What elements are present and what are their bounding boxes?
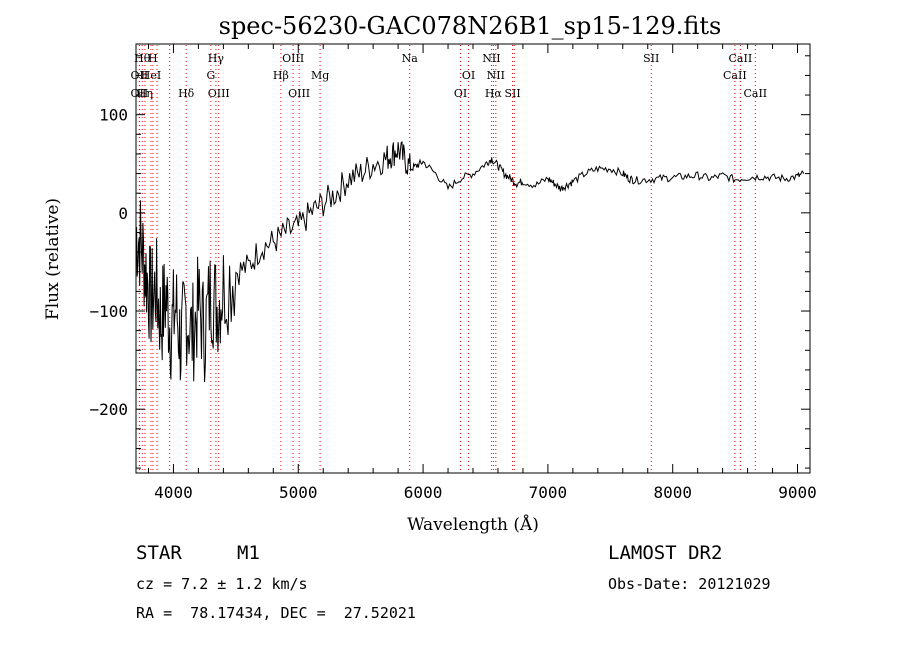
line-label-21: NII bbox=[487, 69, 505, 82]
redshift-cz: cz = 7.2 ± 1.2 km/s bbox=[136, 575, 308, 593]
line-label-24: SII bbox=[643, 52, 659, 65]
line-label-15: Mg bbox=[311, 69, 329, 82]
line-label-8: Hδ bbox=[178, 87, 195, 100]
coordinates-ra-dec: RA = 78.17434, DEC = 27.52021 bbox=[136, 604, 416, 622]
line-label-27: CaII bbox=[743, 87, 767, 100]
spectral-line-markers bbox=[138, 45, 756, 472]
y-axis-label: Flux (relative) bbox=[43, 198, 63, 320]
x-tick-label-3: 7000 bbox=[529, 483, 568, 502]
line-label-0: Hθ bbox=[134, 52, 151, 65]
line-label-19: NII bbox=[482, 52, 500, 65]
y-tick-label-1: −100 bbox=[89, 302, 128, 321]
line-label-12: Hβ bbox=[273, 69, 289, 82]
plot-frame bbox=[135, 43, 811, 474]
line-label-25: CaII bbox=[723, 69, 747, 82]
x-tick-label-0: 4000 bbox=[154, 483, 193, 502]
line-label-14: OIII bbox=[288, 87, 310, 100]
line-label-13: OIII bbox=[282, 52, 304, 65]
line-label-17: OI bbox=[454, 87, 467, 100]
line-label-20: Hα bbox=[485, 87, 503, 100]
line-label-9: G bbox=[206, 69, 215, 82]
x-axis: 4000 5000 6000 7000 8000 9000 bbox=[147, 44, 817, 502]
x-tick-label-4: 8000 bbox=[653, 483, 692, 502]
object-class: STAR bbox=[136, 542, 182, 564]
x-tick-label-1: 5000 bbox=[279, 483, 318, 502]
chart-title: spec-56230-GAC078N26B1_sp15-129.fits bbox=[219, 12, 722, 40]
x-tick-label-2: 6000 bbox=[404, 483, 443, 502]
y-tick-label-3: 100 bbox=[99, 106, 128, 125]
line-label-26: CaII bbox=[729, 52, 753, 65]
spectral-line-labels: HθOIIHηOIIHeIHHδGHγOIIIHβOIIIOIIIMgNaOIO… bbox=[131, 52, 768, 100]
line-label-18: OI bbox=[462, 69, 475, 82]
object-subclass: M1 bbox=[237, 542, 260, 564]
line-label-2: Hη bbox=[137, 87, 153, 100]
line-label-22: SII bbox=[504, 87, 520, 100]
x-axis-label: Wavelength (Å) bbox=[407, 514, 539, 535]
line-label-10: Hγ bbox=[208, 52, 225, 65]
spectrum-series-line bbox=[135, 141, 805, 383]
line-label-16: Na bbox=[402, 52, 419, 65]
y-tick-label-2: 0 bbox=[118, 204, 128, 223]
survey-name: LAMOST DR2 bbox=[608, 542, 723, 564]
x-tick-label-5: 9000 bbox=[778, 483, 817, 502]
y-axis: −200 −100 0 100 bbox=[89, 55, 810, 469]
y-tick-label-0: −200 bbox=[89, 400, 128, 419]
line-label-4: HeI bbox=[141, 69, 161, 82]
line-label-3: OII bbox=[131, 87, 149, 100]
line-label-5: H bbox=[148, 52, 158, 65]
line-label-11: OIII bbox=[208, 87, 230, 100]
observation-date: Obs-Date: 20121029 bbox=[608, 575, 771, 593]
